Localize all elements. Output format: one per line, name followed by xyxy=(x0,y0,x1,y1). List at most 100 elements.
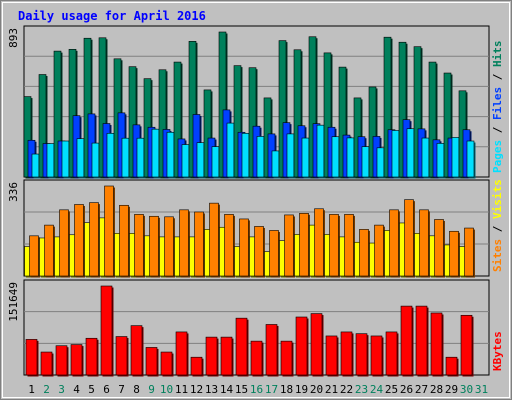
bar-pages-day-16-body xyxy=(256,136,265,178)
bar-sites-day-16-body xyxy=(254,226,264,277)
x-tick-label-day-28: 28 xyxy=(430,383,443,396)
bar-pages-day-2-body xyxy=(46,143,55,178)
bar-kbytes-day-25-body xyxy=(385,331,398,376)
bar-kbytes-day-21 xyxy=(325,335,339,377)
bar-hits-day-18 xyxy=(278,40,288,179)
bar-hits-day-24-body xyxy=(368,86,377,178)
bar-hits-day-2 xyxy=(38,74,48,179)
bar-hits-day-20 xyxy=(308,36,318,179)
bar-hits-day-15 xyxy=(233,65,243,179)
bar-sites-day-26-body xyxy=(404,199,414,277)
bar-hits-day-8-body xyxy=(128,66,137,178)
x-tick-label-day-14: 14 xyxy=(220,383,234,396)
bar-hits-day-11-body xyxy=(173,61,182,178)
bar-kbytes-day-29-body xyxy=(445,356,458,376)
bar-sites-day-21 xyxy=(329,214,340,278)
bar-sites-day-25 xyxy=(389,209,400,278)
bar-sites-day-15-body xyxy=(239,218,249,277)
bar-sites-day-23 xyxy=(359,229,370,278)
bar-pages-day-11-body xyxy=(181,144,190,178)
bar-kbytes-day-4-body xyxy=(70,344,83,376)
bar-pages-day-15-body xyxy=(241,133,250,178)
bar-kbytes-day-14 xyxy=(220,336,234,377)
bar-sites-day-9 xyxy=(149,215,160,278)
bar-kbytes-day-10 xyxy=(160,351,174,377)
bar-kbytes-day-22 xyxy=(340,331,354,377)
bar-kbytes-day-13-body xyxy=(205,336,218,376)
bar-kbytes-day-5-body xyxy=(85,337,98,376)
bar-kbytes-day-4 xyxy=(70,344,84,377)
bar-kbytes-day-5 xyxy=(85,337,99,377)
bar-kbytes-day-19 xyxy=(295,316,309,377)
bar-sites-day-20-body xyxy=(314,208,324,277)
bar-sites-day-15 xyxy=(239,218,250,278)
bar-sites-day-11 xyxy=(179,209,190,278)
bar-sites-day-12 xyxy=(194,211,205,278)
bar-pages-day-14-body xyxy=(226,122,235,178)
bar-pages-day-6-body xyxy=(106,133,115,178)
bar-hits-day-28-body xyxy=(428,61,437,178)
bar-kbytes-day-16-body xyxy=(250,340,263,376)
bar-kbytes-day-15 xyxy=(235,317,249,377)
bar-sites-day-4 xyxy=(74,204,85,278)
bar-hits-day-10-body xyxy=(158,69,167,178)
bar-hits-day-29-body xyxy=(443,72,452,178)
legend-kbytes: KBytes xyxy=(491,331,504,371)
bar-kbytes-day-18 xyxy=(280,340,294,377)
bar-kbytes-day-25 xyxy=(385,331,399,377)
bar-sites-day-17 xyxy=(269,230,280,278)
bar-sites-day-6 xyxy=(104,185,115,278)
legend-item-files: Files xyxy=(491,87,504,120)
bar-pages-day-1-body xyxy=(31,153,40,178)
x-axis-labels: 1 2 3 4 5 6 7 8 9 10 11 12 13 14 15 16 17 18 19 20 21 22 23 24 2… xyxy=(28,383,488,396)
bar-hits-day-16-body xyxy=(248,67,257,178)
bar-kbytes-day-17-body xyxy=(265,324,278,376)
bar-pages-day-17-body xyxy=(271,150,280,178)
bar-pages-day-22-body xyxy=(346,137,355,178)
bar-pages-day-18-body xyxy=(286,133,295,178)
bar-kbytes-day-1-body xyxy=(25,339,38,376)
legend-item-pages: Pages xyxy=(491,140,504,173)
bar-hits-day-27 xyxy=(413,46,423,179)
bar-sites-day-10-body xyxy=(164,216,174,277)
bar-kbytes-day-3-body xyxy=(55,345,68,376)
bar-hits-day-6 xyxy=(98,37,108,179)
x-tick-label-day-6: 6 xyxy=(103,383,110,396)
bar-kbytes-day-29 xyxy=(445,356,459,377)
bar-hits-day-24 xyxy=(368,86,378,179)
x-tick-label-day-18: 18 xyxy=(280,383,293,396)
bar-sites-day-7 xyxy=(119,204,130,278)
bar-pages-day-24-body xyxy=(376,147,385,178)
x-tick-label-day-8: 8 xyxy=(133,383,140,396)
bar-pages-day-20-body xyxy=(316,124,325,178)
bar-pages-day-30 xyxy=(466,140,476,179)
bar-pages-day-5-body xyxy=(91,142,100,178)
bar-kbytes-day-8 xyxy=(130,325,144,377)
bar-hits-day-22-body xyxy=(338,66,347,178)
y-max-label: 893 xyxy=(7,28,20,48)
y-max-label: 151649 xyxy=(7,282,20,322)
bar-kbytes-day-26 xyxy=(400,305,414,377)
bar-hits-day-13-body xyxy=(203,89,212,178)
x-tick-label-day-26: 26 xyxy=(400,383,413,396)
x-tick-label-day-17: 17 xyxy=(265,383,278,396)
x-tick-label-day-1: 1 xyxy=(28,383,35,396)
bar-hits-day-1 xyxy=(23,96,33,179)
chart-title: Daily usage for April 2016 xyxy=(18,9,206,23)
bar-sites-day-20 xyxy=(314,208,325,278)
bar-sites-day-29 xyxy=(449,230,460,278)
bar-hits-day-29 xyxy=(443,72,453,179)
bar-sites-day-13 xyxy=(209,202,220,278)
bar-hits-day-16 xyxy=(248,67,258,179)
bar-hits-day-26-body xyxy=(398,41,407,178)
legend-item-sites: Sites xyxy=(491,239,504,272)
bar-kbytes-day-8-body xyxy=(130,325,143,376)
x-tick-label-day-24: 24 xyxy=(370,383,384,396)
panel-visits-sites: 336 Sites / Visits xyxy=(7,179,504,278)
bar-kbytes-day-17 xyxy=(265,324,279,377)
bar-pages-day-19-body xyxy=(301,137,310,178)
legend-item-hits: Hits xyxy=(491,41,504,68)
bar-kbytes-day-14-body xyxy=(220,336,233,376)
bar-kbytes-day-24 xyxy=(370,335,384,377)
bar-sites-day-2 xyxy=(44,224,55,278)
